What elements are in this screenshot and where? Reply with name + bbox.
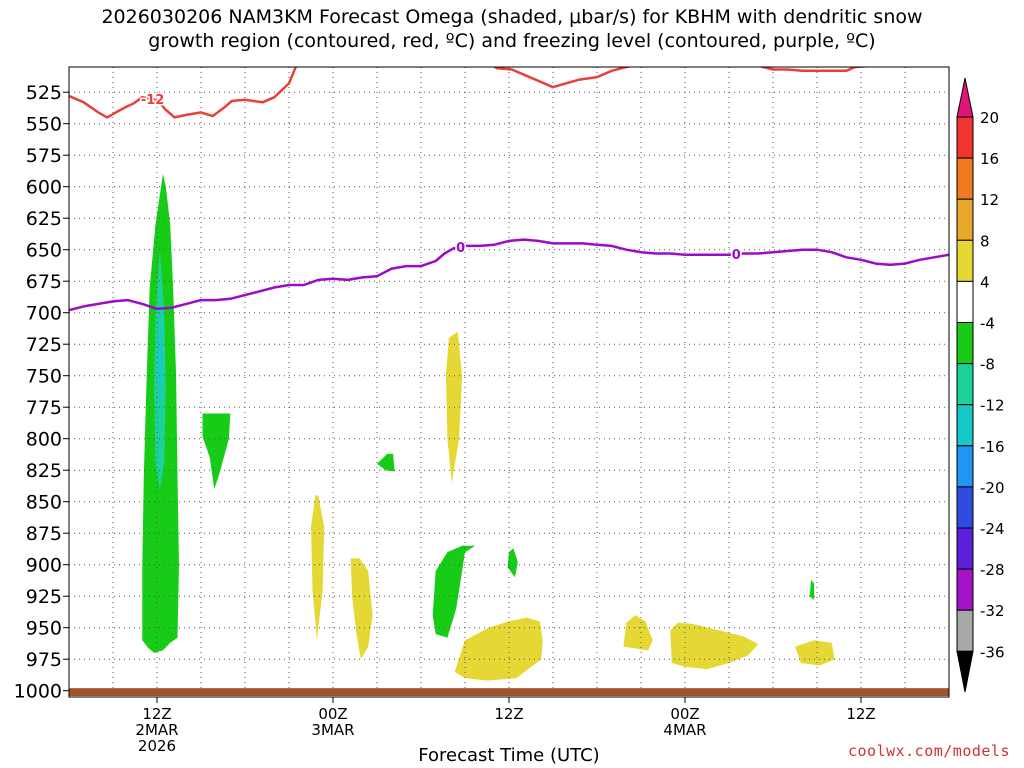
colorbar-bin-6 <box>956 322 974 365</box>
x-tick-label-24-1: 00Z <box>318 705 347 723</box>
y-tick-label-625: 625 <box>26 208 62 230</box>
colorbar-over-triangle <box>956 77 974 118</box>
colorbar-bin-2 <box>956 157 974 200</box>
omega-region-8 <box>350 558 373 660</box>
colorbar-bin-10 <box>956 486 974 529</box>
y-tick-label-975: 975 <box>26 649 62 671</box>
colorbar-bin-9 <box>956 445 974 488</box>
colorbar-label-8: -12 <box>980 397 1005 415</box>
colorbar-label-13: -32 <box>980 602 1005 620</box>
colorbar-bin-4 <box>956 239 974 282</box>
colorbar-label-11: -24 <box>980 520 1005 538</box>
omega-region-14 <box>809 579 815 600</box>
y-tick-label-550: 550 <box>26 114 62 136</box>
x-tick-label-60-1: 12Z <box>846 705 875 723</box>
dgz-contour-line <box>69 67 875 119</box>
colorbar-label-6: -4 <box>980 315 995 333</box>
omega-region-9 <box>432 545 476 638</box>
x-tick-label-12-1: 12Z <box>142 705 171 723</box>
omega-shading-layer <box>142 174 835 681</box>
y-tick-label-725: 725 <box>26 334 62 356</box>
y-tick-label-1000: 1000 <box>14 681 62 703</box>
x-axis-title-text: Forecast Time (UTC) <box>418 745 600 766</box>
colorbar-bin-7 <box>956 363 974 406</box>
chart-title-line-2: growth region (contoured, red, ºC) and f… <box>148 30 876 52</box>
colorbar-under-triangle <box>956 650 974 693</box>
colorbar-label-4: 8 <box>980 232 990 250</box>
x-tick-label-12-2: 2MAR <box>135 721 178 739</box>
omega-region-3 <box>157 300 163 414</box>
y-tick-label-900: 900 <box>26 555 62 577</box>
colorbar-label-2: 16 <box>980 150 999 168</box>
x-tick-label-36-1: 12Z <box>494 705 523 723</box>
x-axis-title: Forecast Time (UTC) <box>0 745 1024 766</box>
x-tick-label-24-2: 3MAR <box>311 721 354 739</box>
y-tick-label-575: 575 <box>26 145 62 167</box>
contour-layer: -12 0 0 <box>69 67 949 312</box>
colorbar-label-12: -28 <box>980 561 1005 579</box>
dgz-contour-label-1: -12 <box>141 93 165 108</box>
omega-region-5 <box>377 453 395 472</box>
colorbar-bin-12 <box>956 568 974 611</box>
omega-region-12 <box>623 615 653 651</box>
colorbar-label-14: -36 <box>980 643 1005 661</box>
y-tick-label-750: 750 <box>26 366 62 388</box>
colorbar-bin-5 <box>956 280 974 323</box>
colorbar-label-1: 20 <box>980 109 999 127</box>
terrain-layer <box>69 688 949 696</box>
source-credit: coolwx.com/models <box>847 742 1010 760</box>
y-tick-label-775: 775 <box>26 397 62 419</box>
freezing-contour-line <box>69 238 949 312</box>
colorbar-bin-11 <box>956 527 974 570</box>
x-tick-label-48-1: 00Z <box>670 705 699 723</box>
terrain-fill <box>69 688 949 696</box>
colorbar-label-10: -20 <box>980 479 1005 497</box>
omega-region-11 <box>454 617 543 681</box>
colorbar-label-3: 12 <box>980 191 999 209</box>
colorbar-label-9: -16 <box>980 438 1005 456</box>
y-axis: 525 550 575 600 625 650 675 700 725 750 775 800 825 8… <box>14 82 69 703</box>
colorbar-bin-3 <box>956 198 974 241</box>
chart-title-line-1: 2026030206 NAM3KM Forecast Omega (shaded… <box>101 6 923 28</box>
colorbar-bin-1 <box>956 116 974 159</box>
y-tick-label-800: 800 <box>26 429 62 451</box>
freezing-contour-label-2: 0 <box>732 248 741 263</box>
y-tick-label-700: 700 <box>26 303 62 325</box>
omega-region-4 <box>202 413 231 490</box>
y-tick-label-925: 925 <box>26 586 62 608</box>
y-tick-label-875: 875 <box>26 523 62 545</box>
omega-region-10 <box>507 548 518 578</box>
colorbar-label-5: 4 <box>980 273 990 291</box>
y-tick-label-675: 675 <box>26 271 62 293</box>
x-tick-label-12-3: 2026 <box>138 737 176 755</box>
y-tick-label-950: 950 <box>26 618 62 640</box>
y-tick-label-825: 825 <box>26 460 62 482</box>
omega-region-7 <box>311 495 325 641</box>
grid-layer <box>69 67 949 697</box>
y-tick-label-600: 600 <box>26 177 62 199</box>
y-tick-label-525: 525 <box>26 82 62 104</box>
colorbar-label-7: -8 <box>980 356 995 374</box>
omega-region-13 <box>670 622 759 670</box>
x-tick-label-48-2: 4MAR <box>663 721 706 739</box>
y-tick-label-650: 650 <box>26 240 62 262</box>
y-tick-label-850: 850 <box>26 492 62 514</box>
colorbar: 20 16 12 8 4 -4 -8 -12 -16 -20 -24 -28 -32 -36 <box>956 77 1005 693</box>
colorbar-bin-13 <box>956 609 974 652</box>
colorbar-bin-8 <box>956 404 974 447</box>
freezing-contour-label-1: 0 <box>456 241 465 256</box>
